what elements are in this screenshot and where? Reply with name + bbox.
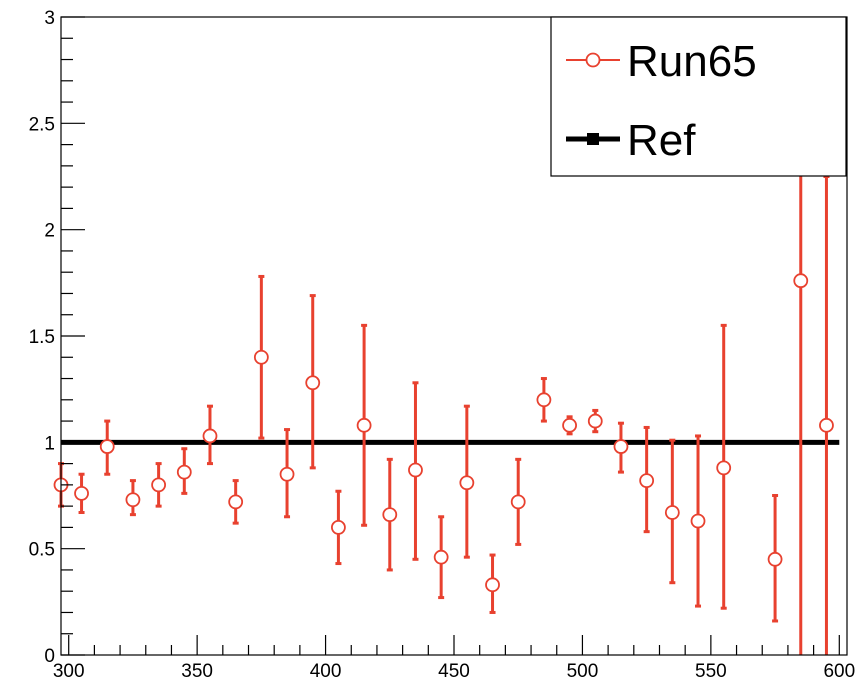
legend: Run65 Ref [550, 16, 847, 177]
run65-point [176, 447, 192, 495]
data-marker [639, 473, 655, 489]
run65-point [459, 404, 475, 559]
run65-point [74, 472, 89, 515]
run65-point [639, 425, 655, 534]
run65-point [356, 323, 372, 527]
data-marker [587, 413, 603, 429]
run65-point [279, 428, 295, 519]
run65-point [485, 553, 500, 614]
run65-point [716, 323, 732, 610]
run65-point [767, 494, 783, 623]
x-tick-label: 300 [53, 661, 85, 682]
y-tick-label: 3 [44, 8, 55, 29]
data-marker [562, 417, 577, 433]
data-marker [151, 477, 167, 493]
data-marker [176, 464, 192, 480]
x-axis: 300 350 400 450 500 550 600 [53, 635, 855, 682]
run65-point [664, 438, 680, 585]
data-marker [690, 513, 706, 529]
run65-point [408, 381, 423, 561]
run65-point [202, 404, 218, 466]
legend-box [550, 16, 847, 177]
x-tick-label: 350 [181, 661, 213, 682]
legend-run65-label: Run65 [627, 37, 757, 86]
x-tick-label: 400 [310, 661, 342, 682]
x-tick-label: 500 [567, 661, 599, 682]
run65-point [305, 294, 321, 470]
run65-point [562, 415, 577, 436]
data-marker [536, 392, 552, 408]
data-marker [433, 549, 449, 565]
y-tick-label: 0 [44, 646, 55, 667]
data-marker [253, 349, 269, 365]
run65-point [228, 479, 244, 525]
x-tick-label: 450 [438, 661, 470, 682]
data-marker [279, 466, 295, 482]
data-marker [125, 492, 141, 508]
legend-run65-marker [585, 52, 601, 68]
run65-point [125, 479, 141, 517]
run65-point [253, 274, 269, 440]
run65-point [331, 489, 346, 566]
data-marker [356, 417, 372, 433]
run65-point [536, 377, 552, 423]
data-marker [331, 520, 346, 535]
run65-point [587, 408, 603, 434]
legend-ref-label: Ref [627, 116, 696, 165]
data-marker [202, 428, 218, 444]
run65-point [433, 515, 449, 600]
run65-point [510, 457, 526, 546]
y-tick-label: 1 [44, 433, 55, 454]
data-marker [459, 475, 475, 491]
data-marker [408, 462, 423, 478]
data-marker [664, 505, 680, 520]
run65-point [382, 457, 398, 572]
data-marker [510, 494, 526, 510]
y-tick-label: 0.5 [29, 540, 55, 561]
run65-point [613, 421, 629, 474]
y-tick-label: 2.5 [29, 114, 55, 135]
y-tick-label: 1.5 [29, 327, 55, 348]
data-marker [485, 577, 500, 593]
data-marker [613, 439, 629, 454]
data-marker [228, 494, 244, 510]
x-tick-label: 600 [823, 661, 855, 682]
data-marker [716, 460, 732, 476]
data-marker [382, 507, 398, 523]
run65-point [690, 434, 706, 608]
run65-point [99, 419, 115, 476]
data-marker [99, 439, 115, 454]
data-marker [819, 417, 834, 433]
y-tick-label: 2 [44, 221, 55, 242]
data-marker [305, 375, 321, 391]
data-marker [74, 485, 89, 501]
x-tick-label: 550 [695, 661, 727, 682]
legend-ref-marker [587, 133, 599, 145]
run65-point [151, 462, 167, 508]
y-axis: 0 0.5 1 1.5 2 2.5 3 [29, 8, 85, 667]
data-marker [767, 551, 783, 567]
data-marker [793, 273, 809, 289]
